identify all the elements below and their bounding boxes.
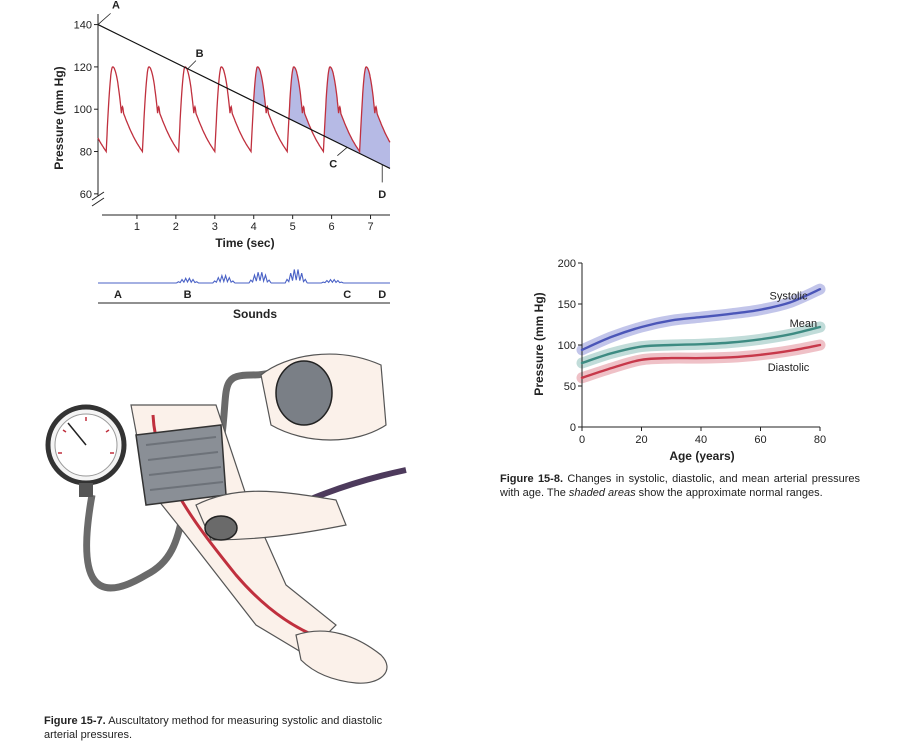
y-tick-label: 50 bbox=[564, 381, 576, 393]
sounds-label: D bbox=[378, 289, 386, 301]
chart-axes: 0 50 100 150 200 0 20 40 60 80 bbox=[558, 258, 826, 446]
point-label: D bbox=[378, 189, 386, 201]
x-tick-label: 0 bbox=[579, 434, 585, 446]
hand bbox=[295, 630, 388, 684]
point-label-leader bbox=[337, 146, 348, 156]
x-tick-label: 7 bbox=[367, 221, 373, 233]
x-axis-label: Time (sec) bbox=[215, 236, 274, 250]
shaded-pulse-region bbox=[254, 66, 266, 108]
cuff-shading bbox=[145, 436, 224, 491]
y-tick-label: 100 bbox=[74, 104, 92, 116]
x-tick-label: 1 bbox=[134, 221, 140, 233]
x-axis-label: Age (years) bbox=[669, 449, 734, 463]
y-tick-label: 60 bbox=[80, 189, 92, 201]
y-tick-label: 100 bbox=[558, 340, 576, 352]
pressure-time-chart: 60 80 100 120 140 1 2 3 4 5 6 7 A B C D Pressure (mm H… bbox=[52, 0, 391, 321]
series-label: Mean bbox=[790, 318, 818, 330]
y-tick-label: 80 bbox=[80, 147, 92, 159]
series-line bbox=[580, 343, 822, 379]
sounds-axis-label: Sounds bbox=[233, 307, 277, 321]
sounds-label: C bbox=[343, 289, 351, 301]
pressure-age-chart: 0 50 100 150 200 0 20 40 60 80 Systolic Mean Diasto… bbox=[532, 258, 826, 463]
gauge-ticks bbox=[58, 417, 114, 454]
sounds-line bbox=[98, 269, 390, 284]
y-tick-label: 150 bbox=[558, 299, 576, 311]
series-line bbox=[580, 325, 822, 365]
point-label: B bbox=[196, 48, 204, 60]
x-tick-label: 5 bbox=[290, 221, 296, 233]
gauge-stem bbox=[79, 483, 93, 497]
sounds-label: A bbox=[114, 289, 122, 301]
x-tick-label: 3 bbox=[212, 221, 218, 233]
x-tick-label: 20 bbox=[635, 434, 647, 446]
figure-8-caption: Figure 15-8. Changes in systolic, diasto… bbox=[500, 473, 860, 499]
y-tick-label: 140 bbox=[74, 20, 92, 32]
sphygmomanometer-illustration bbox=[45, 353, 407, 684]
sounds-strip: A B C D bbox=[98, 269, 390, 304]
chart-series bbox=[97, 24, 391, 169]
point-label: C bbox=[329, 158, 337, 170]
gauge-needle bbox=[67, 422, 87, 446]
y-axis-label: Pressure (mm Hg) bbox=[52, 66, 66, 169]
x-tick-label: 60 bbox=[754, 434, 766, 446]
inflation-bulb bbox=[275, 360, 333, 426]
figure-7-caption: Figure 15-7. Auscultatory method for mea… bbox=[44, 715, 383, 741]
x-tick-label: 6 bbox=[329, 221, 335, 233]
shaded-pulse-region bbox=[289, 66, 311, 130]
series-label: Diastolic bbox=[768, 362, 810, 374]
x-tick-label: 4 bbox=[251, 221, 257, 233]
series-label: Systolic bbox=[770, 291, 808, 303]
chart-point-labels: A B C D bbox=[97, 0, 386, 201]
y-tick-label: 120 bbox=[74, 62, 92, 74]
y-axis-label: Pressure (mm Hg) bbox=[532, 292, 546, 395]
point-label: A bbox=[112, 0, 120, 12]
point-label-leader bbox=[97, 13, 111, 25]
audible-sound-shading bbox=[254, 66, 390, 169]
y-tick-label: 0 bbox=[570, 422, 576, 434]
chart-series: Systolic Mean Diastolic bbox=[580, 288, 822, 379]
axis-break-mark bbox=[91, 191, 105, 207]
cuff-pressure-line bbox=[97, 24, 391, 169]
chart-axes: 60 80 100 120 140 1 2 3 4 5 6 7 bbox=[74, 14, 390, 233]
x-tick-label: 40 bbox=[695, 434, 707, 446]
sounds-label: B bbox=[184, 289, 192, 301]
arterial-pressure-line bbox=[97, 66, 391, 154]
point-label-leader bbox=[187, 60, 197, 70]
stethoscope-head bbox=[204, 515, 238, 541]
series-line bbox=[580, 288, 822, 352]
shaded-pulse-region bbox=[324, 66, 390, 169]
x-tick-label: 80 bbox=[814, 434, 826, 446]
x-tick-label: 2 bbox=[173, 221, 179, 233]
y-tick-label: 200 bbox=[558, 258, 576, 270]
